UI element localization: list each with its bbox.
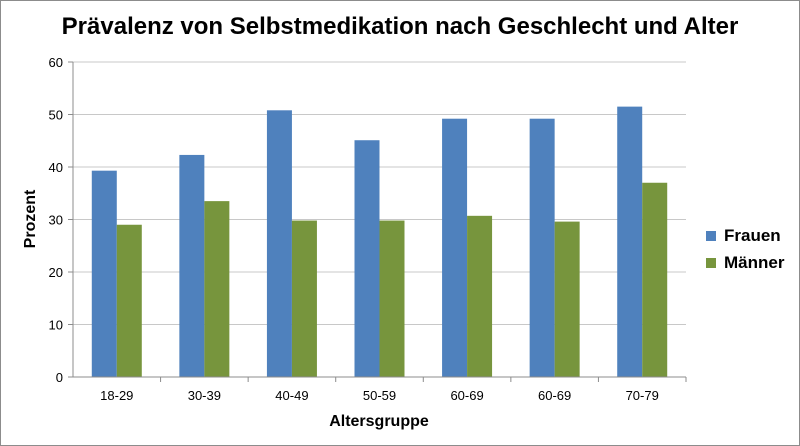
chart-title: Prävalenz von Selbstmedikation nach Gesc… <box>61 13 739 40</box>
x-tick-label: 50-59 <box>363 388 396 403</box>
y-tick-label: 50 <box>49 108 63 123</box>
bar-frauen <box>617 106 643 377</box>
x-tick-label: 70-79 <box>626 388 659 403</box>
y-tick-label: 30 <box>49 213 63 228</box>
y-tick-label: 20 <box>49 265 63 280</box>
bar-frauen <box>179 154 205 377</box>
y-tick-label: 40 <box>49 160 63 175</box>
legend-swatch-maenner <box>706 257 716 268</box>
bar-frauen <box>442 118 468 377</box>
bar-maenner <box>467 215 493 377</box>
x-tick-label: 18-29 <box>100 388 133 403</box>
y-tick-label: 0 <box>56 370 63 385</box>
bar-maenner <box>379 220 405 377</box>
x-tick-label: 30-39 <box>188 388 221 403</box>
legend-swatch-frauen <box>706 230 716 241</box>
legend-label-maenner: Männer <box>724 252 785 272</box>
y-tick-label: 10 <box>49 318 63 333</box>
bar-maenner <box>554 221 580 377</box>
y-axis-label: Prozent <box>22 189 39 248</box>
bar-frauen <box>354 140 380 377</box>
legend-item-maenner: Männer <box>706 249 784 276</box>
x-tick-label: 40-49 <box>275 388 308 403</box>
y-tick-label: 60 <box>49 55 63 70</box>
x-tick-label: 60-69 <box>538 388 571 403</box>
bar-frauen <box>266 110 292 378</box>
legend: Frauen Männer <box>706 222 784 276</box>
x-axis-label: Altersgruppe <box>329 413 429 430</box>
legend-label-frauen: Frauen <box>724 225 781 245</box>
x-tick-label: 60-69 <box>450 388 483 403</box>
bar-frauen <box>91 170 117 377</box>
bar-frauen <box>529 118 555 377</box>
bar-maenner <box>204 201 230 377</box>
bar-maenner <box>642 182 668 377</box>
bar-maenner <box>291 220 317 377</box>
bar-maenner <box>116 224 142 377</box>
legend-item-frauen: Frauen <box>706 222 784 249</box>
